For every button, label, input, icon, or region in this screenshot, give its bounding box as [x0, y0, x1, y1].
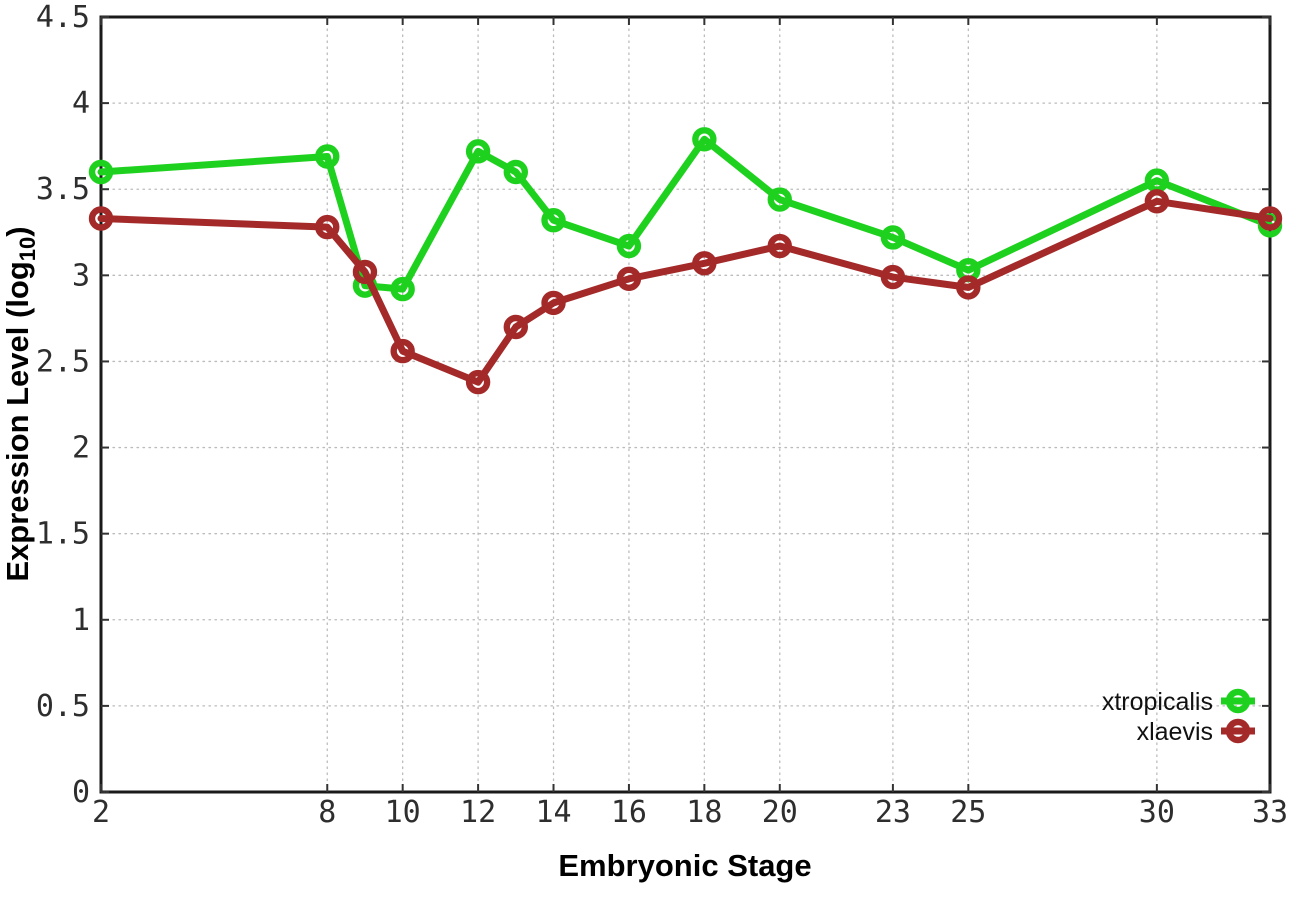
series-xlaevis	[88, 189, 1283, 395]
x-tick-label: 8	[318, 795, 336, 830]
data-point-xlaevis	[88, 206, 114, 231]
legend-marker-xlaevis	[1225, 718, 1251, 744]
data-point-xtropicalis	[767, 187, 792, 212]
data-point-xtropicalis	[541, 208, 566, 233]
y-tick-label: 0	[72, 775, 90, 810]
y-tick-label: 3	[72, 258, 90, 293]
y-tick-label: 1.5	[36, 517, 90, 552]
data-point-xlaevis	[503, 314, 529, 340]
x-tick-label: 25	[950, 795, 986, 830]
data-point-xlaevis	[465, 369, 491, 395]
x-tick-label: 18	[686, 795, 722, 830]
x-tick-label: 2	[92, 795, 110, 830]
data-point-xlaevis	[1144, 189, 1170, 214]
data-point-xlaevis	[880, 264, 906, 290]
series-xtropicalis	[88, 127, 1283, 302]
data-point-xlaevis	[767, 233, 792, 259]
x-axis: 2 8 10 12 14 16 18 20 23 25 30 33	[92, 795, 1288, 830]
y-axis: 0 0.5 1 1.5 2 2.5 3 3.5 4 4.5	[36, 0, 90, 810]
legend-label-xlaevis: xlaevis	[1137, 718, 1213, 746]
data-point-xlaevis	[352, 259, 378, 285]
x-tick-label: 20	[762, 795, 798, 830]
data-point-xtropicalis	[692, 127, 717, 152]
plot-border	[99, 15, 1272, 794]
data-point-xlaevis	[315, 214, 340, 240]
legend-label-xtropicalis: xtropicalis	[1102, 688, 1213, 716]
data-point-xtropicalis	[390, 276, 415, 302]
x-axis-label: Embryonic Stage	[558, 848, 811, 883]
y-tick-label: 4.5	[36, 0, 90, 35]
data-point-xtropicalis	[503, 159, 529, 185]
x-tick-label: 16	[611, 795, 647, 830]
tick-marks	[100, 16, 1271, 793]
x-tick-label: 10	[385, 795, 421, 830]
x-tick-label: 23	[875, 795, 911, 830]
y-tick-label: 2.5	[36, 344, 90, 379]
y-tick-label: 1	[72, 603, 90, 638]
data-point-xlaevis	[956, 275, 981, 300]
y-tick-label: 4	[72, 86, 90, 121]
x-tick-label: 33	[1252, 795, 1288, 830]
data-point-xtropicalis	[465, 139, 491, 164]
y-axis-label: Expression Level (log10)	[0, 226, 40, 581]
data-point-xtropicalis	[880, 225, 906, 250]
x-tick-label: 14	[535, 795, 571, 830]
y-tick-label: 2	[72, 431, 90, 466]
data-point-xlaevis	[390, 338, 415, 364]
data-point-xtropicalis	[315, 144, 340, 169]
legend-marker-xtropicalis	[1225, 688, 1251, 714]
gridlines	[100, 16, 1271, 793]
data-point-xlaevis	[692, 251, 717, 276]
data-point-xtropicalis	[616, 233, 642, 259]
x-tick-label: 12	[460, 795, 496, 830]
data-point-xlaevis	[1257, 206, 1283, 231]
x-tick-label: 30	[1139, 795, 1175, 830]
data-point-xtropicalis	[88, 159, 114, 185]
y-tick-label: 3.5	[36, 172, 90, 207]
series-line-xlaevis	[97, 197, 1274, 386]
y-tick-label: 0.5	[36, 689, 90, 724]
data-point-xlaevis	[541, 290, 566, 316]
data-point-xlaevis	[616, 266, 642, 291]
